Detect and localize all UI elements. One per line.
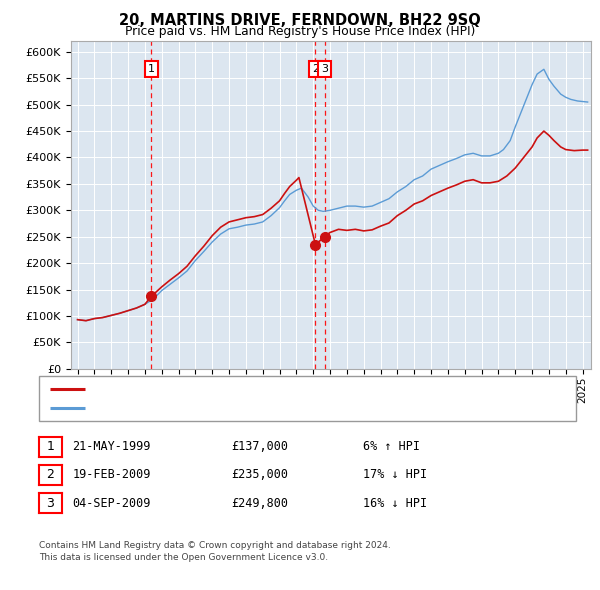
Text: 2: 2 — [46, 468, 55, 481]
Text: 04-SEP-2009: 04-SEP-2009 — [73, 497, 151, 510]
Text: This data is licensed under the Open Government Licence v3.0.: This data is licensed under the Open Gov… — [39, 553, 328, 562]
Text: £249,800: £249,800 — [231, 497, 288, 510]
Text: Contains HM Land Registry data © Crown copyright and database right 2024.: Contains HM Land Registry data © Crown c… — [39, 541, 391, 550]
Text: 21-MAY-1999: 21-MAY-1999 — [73, 440, 151, 453]
Text: HPI: Average price, detached house, Dorset: HPI: Average price, detached house, Dors… — [92, 404, 331, 413]
Text: Price paid vs. HM Land Registry's House Price Index (HPI): Price paid vs. HM Land Registry's House … — [125, 25, 475, 38]
Text: 19-FEB-2009: 19-FEB-2009 — [73, 468, 151, 481]
Text: 3: 3 — [46, 497, 55, 510]
Text: 1: 1 — [148, 64, 155, 74]
Text: 20, MARTINS DRIVE, FERNDOWN, BH22 9SQ: 20, MARTINS DRIVE, FERNDOWN, BH22 9SQ — [119, 13, 481, 28]
Text: £235,000: £235,000 — [231, 468, 288, 481]
Text: 1: 1 — [46, 440, 55, 453]
Text: £137,000: £137,000 — [231, 440, 288, 453]
Text: 17% ↓ HPI: 17% ↓ HPI — [363, 468, 427, 481]
Text: 2: 2 — [312, 64, 319, 74]
Text: 3: 3 — [321, 64, 328, 74]
Text: 20, MARTINS DRIVE, FERNDOWN, BH22 9SQ (detached house): 20, MARTINS DRIVE, FERNDOWN, BH22 9SQ (d… — [92, 384, 433, 394]
Text: 16% ↓ HPI: 16% ↓ HPI — [363, 497, 427, 510]
Text: 6% ↑ HPI: 6% ↑ HPI — [363, 440, 420, 453]
